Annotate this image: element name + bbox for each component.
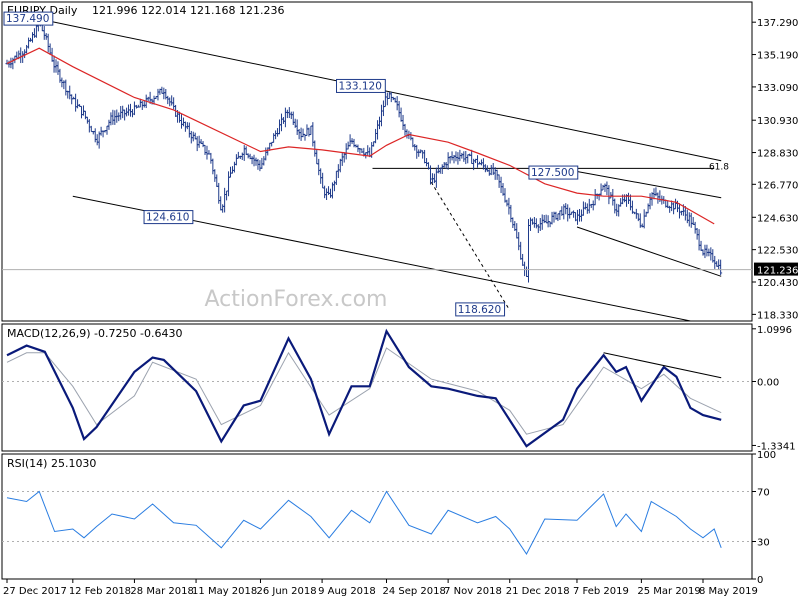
x-tick-label-10: 25 Mar 2019 [637,586,700,597]
price-tick-label-9: 118.330 [757,310,798,321]
price-tick-label-7: 122.530 [757,246,798,257]
annotation-box-0 [3,11,54,26]
x-tick-label-11: 8 May 2019 [699,586,758,597]
x-tick-label-3: 11 May 2018 [192,586,257,597]
price-bars [5,21,723,283]
x-tick-label-9: 7 Feb 2019 [573,586,629,597]
price-tick-label-3: 130.930 [757,116,798,127]
rsi-tick-label-2: 30 [757,538,770,549]
x-tick-label-7: 7 Nov 2018 [444,586,502,597]
ohlc-label: 121.996 122.014 121.168 121.236 [92,4,284,17]
price-panel-frame [1,1,753,322]
macd-tick-label-0: 1.0996 [757,325,792,336]
price-tick-label-0: 137.290 [757,18,798,29]
x-tick-label-4: 26 Jun 2018 [256,586,316,597]
x-tick-label-0: 27 Dec 2017 [3,586,67,597]
x-tick-label-2: 28 Mar 2018 [130,586,193,597]
annotation-box-4 [455,302,506,317]
price-tick-label-1: 135.190 [757,51,798,62]
plot-lines-layer [2,18,752,555]
macd-title: MACD(12,26,9) -0.7250 -0.6430 [7,327,182,340]
rsi-line [6,490,722,555]
last-price-label: 121.236 [757,266,798,277]
price-tick-label-2: 133.090 [757,83,798,94]
x-tick-label-6: 24 Sep 2018 [383,586,446,597]
macd-panel-frame [1,323,753,452]
watermark: ActionForex.com [205,287,388,312]
moving-average-line [6,47,715,225]
macd-signal-line [6,347,722,435]
price-trendline-5 [430,182,511,311]
price-trendline-3 [576,171,722,199]
macd-line [6,328,722,448]
annotation-label-0: 137.490 [6,13,49,25]
rsi-panel-frame [1,453,753,580]
fib-618-label: 61.8 [709,163,729,173]
macd-tick-label-2: -1.3341 [757,441,796,452]
price-trendline-4 [576,226,722,277]
price-tick-label-6: 124.630 [757,213,798,224]
annotation-box-2 [143,210,194,225]
annotation-box-3 [528,165,579,180]
annotation-label-3: 127.500 [531,167,574,179]
plot-labels-layer: 137.290 135.190 133.090 130.930 128.830 126.7… [3,11,798,597]
annotation-label-2: 124.610 [146,212,189,224]
annotation-box-1 [336,78,386,93]
x-tick-label-8: 21 Dec 2018 [506,586,570,597]
rsi-tick-label-0: 100 [757,450,776,461]
rsi-tick-label-3: 0 [757,575,763,586]
x-tick-label-5: 9 Aug 2018 [318,586,376,597]
last-price-label-box [754,262,798,276]
annotation-label-1: 133.120 [339,80,382,92]
price-tick-label-8: 120.430 [757,278,798,289]
macd-tick-label-1: 0.00 [757,378,779,389]
price-tick-label-4: 128.830 [757,149,798,160]
annotation-label-4: 118.620 [458,304,501,316]
macd-trendline-0 [603,352,722,379]
rsi-tick-label-1: 70 [757,488,770,499]
rsi-title: RSI(14) 25.1030 [7,457,96,470]
price-tick-label-5: 126.770 [757,180,798,191]
x-tick-label-1: 12 Feb 2018 [69,586,131,597]
